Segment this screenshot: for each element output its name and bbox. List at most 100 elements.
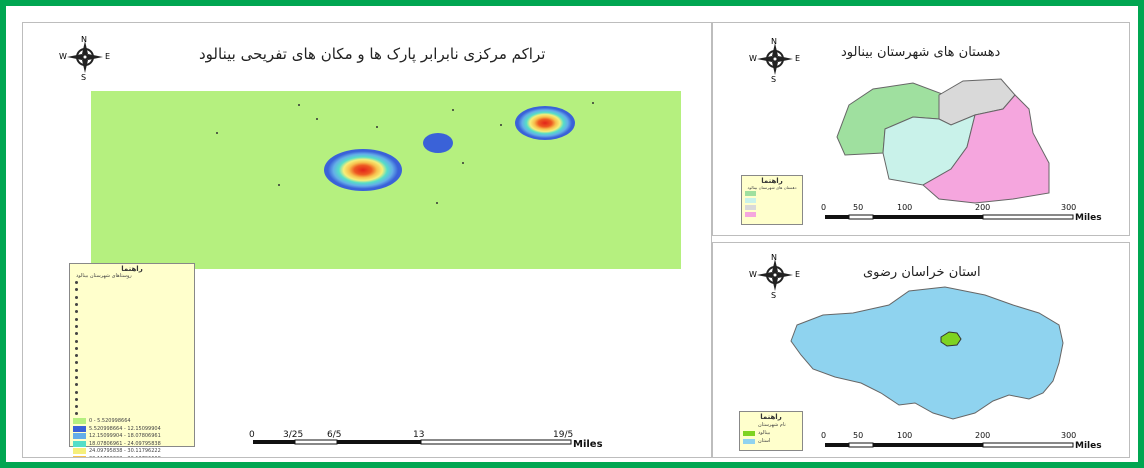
compass-e: E xyxy=(795,54,801,63)
binalood-county xyxy=(940,331,962,347)
legend-class-label: 0 - 5.520998664 xyxy=(89,418,131,425)
density-legend: راهنما روستاهای شهرستان بینالود 0 - 5.52… xyxy=(69,263,195,457)
legend-swatch xyxy=(73,433,86,440)
point-symbol-icon xyxy=(75,390,78,394)
scale-tick-2: 6/5 xyxy=(327,430,342,440)
legend-swatch xyxy=(745,212,756,217)
legend-swatch xyxy=(745,191,756,196)
point-symbol-icon xyxy=(75,324,78,328)
legend-class-label: 5.520998664 - 12.15099904 xyxy=(89,425,161,432)
scale-tick-3: 200 xyxy=(975,431,991,440)
legend-point-item xyxy=(70,359,194,366)
scale-tick-4: 300 xyxy=(1061,431,1077,440)
compass-n: N xyxy=(81,35,87,44)
point-symbol-icon xyxy=(75,354,78,358)
region-southeast xyxy=(922,94,1050,204)
dehestan-legend: راهنما دهستان های شهرستان بینالود xyxy=(741,175,803,225)
hotspot-west xyxy=(324,149,402,191)
point-symbol-icon xyxy=(75,346,78,350)
compass-e: E xyxy=(105,52,111,61)
legend-item: بینالود xyxy=(740,429,802,437)
legend-point-item xyxy=(70,337,194,344)
legend-item-label: استان xyxy=(758,438,771,444)
legend-point-item xyxy=(70,381,194,388)
khorasan-map-canvas xyxy=(757,259,1074,448)
province-shape xyxy=(790,286,1064,420)
legend-title: راهنما xyxy=(761,177,783,185)
scale-tick-3: 200 xyxy=(975,203,991,212)
legend-point-item xyxy=(70,323,194,330)
map-title: تراکم مرکزی نابرابر پارک ها و مکان های ت… xyxy=(199,45,546,63)
legend-point-item xyxy=(70,396,194,403)
legend-item: استان xyxy=(740,437,802,445)
legend-swatch xyxy=(743,438,755,444)
point-symbol-icon xyxy=(75,383,78,387)
compass-n: N xyxy=(771,37,777,46)
legend-class-label: 12.15099904 - 18.07806961 xyxy=(89,433,161,440)
legend-point-item xyxy=(70,315,194,322)
density-map-canvas xyxy=(67,41,681,445)
scale-tick-1: 50 xyxy=(853,431,864,440)
point-symbol-icon xyxy=(75,412,78,416)
hotspot-east xyxy=(515,106,575,140)
legend-item: نام شهرستان xyxy=(740,421,802,429)
point-symbol-icon xyxy=(75,397,78,401)
legend-point-item xyxy=(70,301,194,308)
legend-point-item xyxy=(70,388,194,395)
scale-bar xyxy=(825,214,1074,220)
scale-tick-0: 0 xyxy=(249,430,255,440)
legend-point-item xyxy=(70,374,194,381)
legend-item xyxy=(742,190,802,197)
point-symbol-icon xyxy=(75,368,78,372)
compass-e: E xyxy=(795,270,801,279)
point-symbol-icon xyxy=(75,295,78,299)
legend-item xyxy=(742,204,802,211)
compass-w: W xyxy=(59,52,67,61)
khorasan-map-panel: استان خراسان رضوی N S W E راهنما نام شهر… xyxy=(712,242,1130,458)
compass-rose-icon xyxy=(757,259,793,291)
legend-point-item xyxy=(70,410,194,417)
legend-point-item xyxy=(70,403,194,410)
scale-unit: Miles xyxy=(1075,441,1102,451)
scale-bar xyxy=(253,439,572,445)
compass-s: S xyxy=(771,291,777,300)
village-points xyxy=(216,102,594,204)
legend-item-label: نام شهرستان xyxy=(758,422,786,428)
legend-swatch xyxy=(743,423,755,428)
scale-tick-4: 300 xyxy=(1061,203,1077,212)
scale-tick-1: 50 xyxy=(853,203,864,212)
legend-subtitle: دهستان های شهرستان بینالود xyxy=(747,185,797,190)
map-title: استان خراسان رضوی xyxy=(863,265,981,280)
point-symbol-icon xyxy=(75,303,78,307)
legend-subtitle: روستاهای شهرستان بینالود xyxy=(76,273,132,279)
scale-tick-3: 13 xyxy=(413,430,425,440)
point-symbol-icon xyxy=(75,361,78,365)
legend-item xyxy=(742,197,802,204)
legend-class-item: 24.09795838 - 30.11796222 xyxy=(70,448,194,456)
legend-point-item xyxy=(70,345,194,352)
legend-swatch xyxy=(73,440,86,447)
hotspot-center xyxy=(423,133,453,153)
legend-class-item: 18.07806961 - 24.09795838 xyxy=(70,440,194,448)
legend-point-item xyxy=(70,367,194,374)
point-symbol-icon xyxy=(75,288,78,292)
legend-class-label: 30.11796222 - 36.13796608 xyxy=(89,456,161,457)
dehestan-map-canvas xyxy=(757,43,1074,220)
legend-class-item: 5.520998664 - 12.15099904 xyxy=(70,425,194,433)
legend-point-item xyxy=(70,308,194,315)
legend-class-item: 0 - 5.520998664 xyxy=(70,418,194,426)
legend-swatch xyxy=(73,425,86,432)
point-symbol-icon xyxy=(75,405,78,409)
compass-rose-icon xyxy=(757,43,793,75)
scale-unit: Miles xyxy=(573,439,603,450)
scale-tick-0: 0 xyxy=(821,431,827,440)
compass-w: W xyxy=(749,270,757,279)
legend-swatch xyxy=(73,448,86,455)
legend-item xyxy=(742,211,802,218)
compass-w: W xyxy=(749,54,757,63)
point-symbol-icon xyxy=(75,339,78,343)
legend-item-label: بینالود xyxy=(758,430,771,436)
map-title: دهستان های شهرستان بینالود xyxy=(841,45,1001,60)
dehestan-map-panel: دهستان های شهرستان بینالود N S W E راهنم… xyxy=(712,22,1130,236)
